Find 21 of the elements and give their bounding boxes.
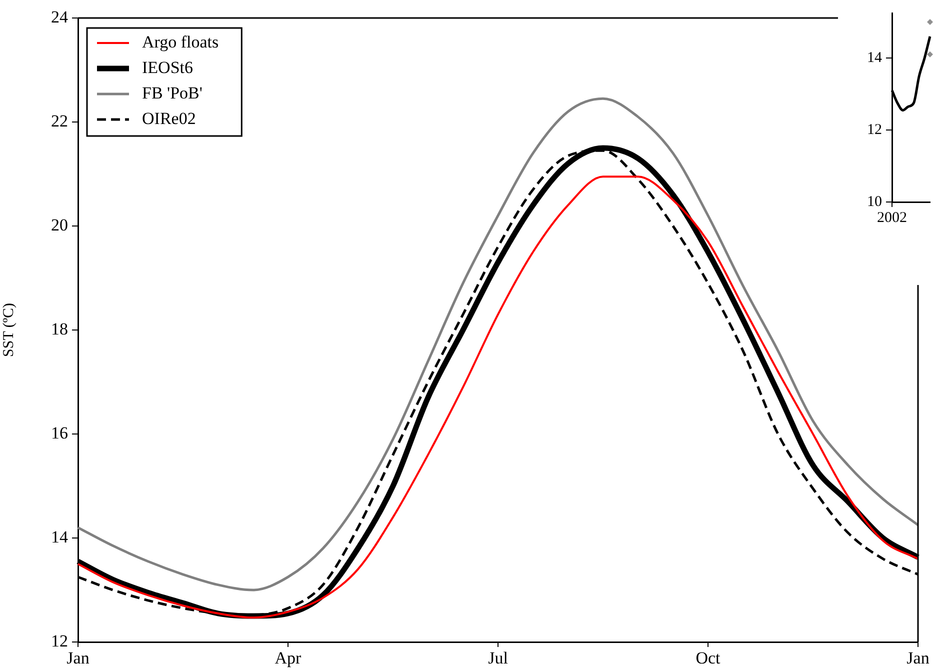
y-axis-title: SST (ºC) xyxy=(0,303,17,357)
y-tick-label: 12 xyxy=(867,122,882,138)
legend-label: Argo floats xyxy=(142,32,219,52)
legend-label: FB 'PoB' xyxy=(142,83,202,102)
y-tick-label: 14 xyxy=(867,50,882,66)
y-tick-label: 14 xyxy=(51,527,68,546)
y-tick-label: 12 xyxy=(51,631,68,650)
y-tick-label: 16 xyxy=(51,423,68,442)
x-tick-label: 2002 xyxy=(877,210,907,226)
x-tick-label: Apr xyxy=(274,648,302,668)
x-tick-label: Jul xyxy=(488,648,508,668)
y-tick-label: 10 xyxy=(867,194,882,210)
y-tick-label: 22 xyxy=(51,111,68,130)
legend-label: OIRe02 xyxy=(142,108,196,128)
x-tick-label: Oct xyxy=(696,648,721,668)
x-tick-label: Jan xyxy=(66,648,90,668)
y-tick-label: 18 xyxy=(51,319,68,338)
legend-label: IEOSt6 xyxy=(142,58,193,77)
y-tick-label: 20 xyxy=(51,215,68,234)
y-tick-label: 24 xyxy=(51,7,68,26)
x-tick-label: Jan xyxy=(906,648,930,668)
